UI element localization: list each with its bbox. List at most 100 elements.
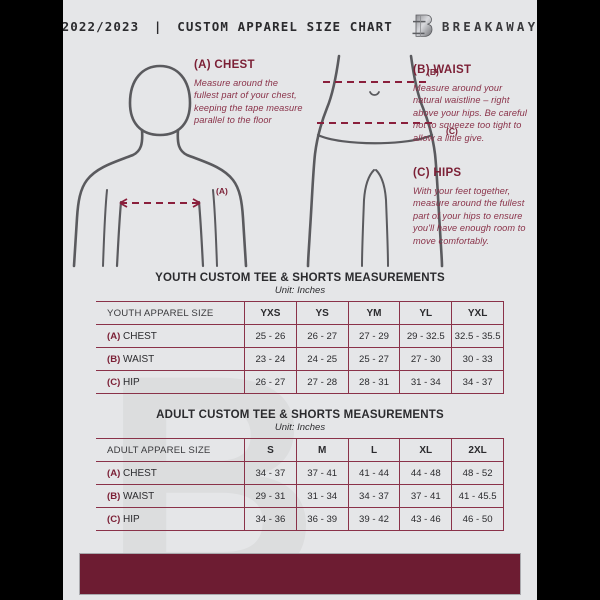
table-row: (C) HIP 34 - 36 36 - 39 39 - 42 43 - 46 … — [96, 507, 504, 531]
youth-table-unit: Unit: Inches — [274, 285, 326, 296]
adult-hip-2: 39 - 42 — [347, 507, 401, 531]
adult-corner-header: ADULT APPAREL SIZE — [96, 438, 245, 462]
adult-row-chest-label: (A) CHEST — [96, 461, 245, 485]
table-header-row: YOUTH APPAREL SIZE YXS YS YM YL YXL — [96, 301, 504, 325]
header-separator: | — [153, 18, 163, 34]
callout-chest-heading: (A) CHEST — [194, 59, 255, 71]
youth-hip-4: 34 - 37 — [451, 370, 504, 394]
youth-col-3: YL — [399, 301, 453, 325]
adult-waist-4: 41 - 45.5 — [451, 484, 504, 508]
youth-corner-header: YOUTH APPAREL SIZE — [96, 301, 245, 325]
youth-waist-3: 27 - 30 — [399, 347, 453, 371]
header-title-group: 2022/2023 | CUSTOM APPAREL SIZE CHART — [63, 19, 393, 34]
marker-a-label: (A) — [216, 186, 228, 196]
callout-waist-heading: (B) WAIST — [413, 64, 472, 76]
hips-front-figure-icon — [306, 54, 444, 268]
adult-table-title: ADULT CUSTOM TEE & SHORTS MEASUREMENTS — [156, 409, 444, 421]
youth-measurements-table: YOUTH APPAREL SIZE YXS YS YM YL YXL (A) … — [96, 301, 504, 394]
adult-col-4: 2XL — [451, 438, 504, 462]
youth-hip-1: 27 - 28 — [295, 370, 349, 394]
marker-b-label: (B) — [427, 67, 439, 77]
row-name: CHEST — [123, 467, 157, 479]
body-figures-svg — [72, 54, 444, 268]
callout-waist-body: Measure around your natural waistline – … — [413, 83, 528, 143]
adult-waist-1: 31 - 34 — [295, 484, 349, 508]
adult-chest-2: 41 - 44 — [347, 461, 401, 485]
table-row: (A) CHEST 34 - 37 37 - 41 41 - 44 44 - 4… — [96, 461, 504, 485]
youth-hip-3: 31 - 34 — [399, 370, 453, 394]
youth-chest-2: 27 - 29 — [347, 324, 401, 348]
adult-chest-0: 34 - 37 — [244, 461, 297, 485]
table-row: (B) WAIST 23 - 24 24 - 25 25 - 27 27 - 3… — [96, 347, 504, 371]
adult-waist-3: 37 - 41 — [399, 484, 453, 508]
size-chart-page: B 2022/2023 | CUSTOM APPAREL SIZE CHART — [63, 0, 537, 600]
youth-waist-1: 24 - 25 — [295, 347, 349, 371]
callout-chest: (A) CHEST Measure around the fullest par… — [194, 59, 304, 127]
page-title: CUSTOM APPAREL SIZE CHART — [177, 18, 393, 34]
adult-chest-1: 37 - 41 — [295, 461, 349, 485]
row-name: HIP — [123, 513, 140, 525]
table-row: (A) CHEST 25 - 26 26 - 27 27 - 29 29 - 3… — [96, 324, 504, 348]
youth-table-title: YOUTH CUSTOM TEE & SHORTS MEASUREMENTS — [155, 272, 445, 284]
row-name: HIP — [123, 376, 140, 388]
row-name: WAIST — [123, 353, 155, 365]
adult-col-0: S — [244, 438, 297, 462]
youth-chest-0: 25 - 26 — [244, 324, 297, 348]
adult-waist-2: 34 - 37 — [347, 484, 401, 508]
adult-chest-4: 48 - 52 — [451, 461, 504, 485]
table-row: (B) WAIST 29 - 31 31 - 34 34 - 37 37 - 4… — [96, 484, 504, 508]
footer-bar — [79, 553, 521, 595]
brand-lockup: BREAKAWAY — [411, 13, 537, 39]
adult-hip-4: 46 - 50 — [451, 507, 504, 531]
torso-front-figure-icon — [72, 64, 248, 268]
adult-row-waist-label: (B) WAIST — [96, 484, 245, 508]
youth-row-hip-label: (C) HIP — [96, 370, 245, 394]
row-tag: (B) — [107, 490, 121, 502]
row-tag: (C) — [107, 513, 121, 525]
youth-waist-4: 30 - 33 — [451, 347, 504, 371]
adult-measurements-table: ADULT APPAREL SIZE S M L XL 2XL (A) CHES… — [96, 438, 504, 531]
youth-row-chest-label: (A) CHEST — [96, 324, 245, 348]
adult-hip-0: 34 - 36 — [244, 507, 297, 531]
youth-col-1: YS — [295, 301, 349, 325]
adult-col-1: M — [295, 438, 349, 462]
page-header: 2022/2023 | CUSTOM APPAREL SIZE CHART BR… — [63, 0, 537, 52]
callout-hips-body: With your feet together, measure around … — [413, 186, 526, 246]
adult-measurements-block: ADULT CUSTOM TEE & SHORTS MEASUREMENTS U… — [96, 409, 504, 531]
youth-hip-2: 28 - 31 — [347, 370, 401, 394]
row-tag: (C) — [107, 376, 121, 388]
youth-hip-0: 26 - 27 — [244, 370, 297, 394]
callout-waist: (B) WAIST Measure around your natural wa… — [413, 64, 533, 144]
row-tag: (A) — [107, 330, 121, 342]
adult-table-unit: Unit: Inches — [274, 422, 326, 433]
callout-hips: (C) HIPS With your feet together, measur… — [413, 167, 535, 247]
adult-hip-1: 36 - 39 — [295, 507, 349, 531]
youth-chest-1: 26 - 27 — [295, 324, 349, 348]
header-season: 2022/2023 — [63, 18, 140, 34]
table-header-row: ADULT APPAREL SIZE S M L XL 2XL — [96, 438, 504, 462]
marker-c-label: (C) — [446, 126, 458, 136]
adult-chest-3: 44 - 48 — [399, 461, 453, 485]
youth-chest-4: 32.5 - 35.5 — [451, 324, 504, 348]
table-row: (C) HIP 26 - 27 27 - 28 28 - 31 31 - 34 … — [96, 370, 504, 394]
row-tag: (B) — [107, 353, 121, 365]
youth-col-4: YXL — [451, 301, 504, 325]
youth-col-2: YM — [347, 301, 401, 325]
row-tag: (A) — [107, 467, 121, 479]
row-name: CHEST — [123, 330, 157, 342]
callout-hips-heading: (C) HIPS — [413, 167, 462, 179]
adult-row-hip-label: (C) HIP — [96, 507, 245, 531]
youth-measurements-block: YOUTH CUSTOM TEE & SHORTS MEASUREMENTS U… — [96, 272, 504, 394]
youth-row-waist-label: (B) WAIST — [96, 347, 245, 371]
adult-col-2: L — [347, 438, 401, 462]
adult-col-3: XL — [399, 438, 453, 462]
chest-measure-line — [119, 198, 201, 208]
measurement-diagrams: (A) (B) (C) (A) CHEST Measure around the… — [63, 50, 537, 268]
row-name: WAIST — [123, 490, 155, 502]
adult-waist-0: 29 - 31 — [244, 484, 297, 508]
breakaway-b-monogram-icon — [412, 14, 433, 37]
brand-name: BREAKAWAY — [441, 18, 537, 34]
youth-chest-3: 29 - 32.5 — [399, 324, 453, 348]
callout-chest-body: Measure around the fullest part of your … — [194, 78, 303, 126]
adult-hip-3: 43 - 46 — [399, 507, 453, 531]
